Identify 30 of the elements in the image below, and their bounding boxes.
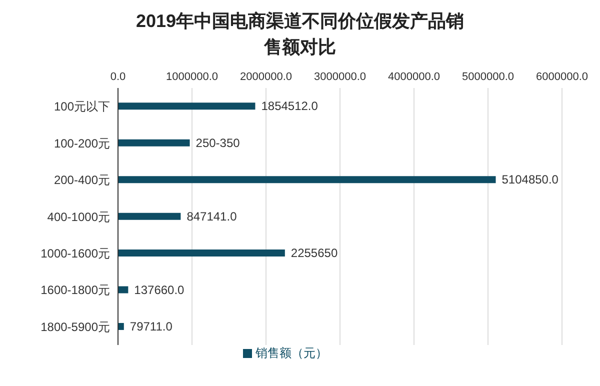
x-tick-label: 0.0 bbox=[110, 71, 126, 83]
y-tick-label: 1000-1600元 bbox=[40, 246, 110, 260]
data-label: 847141.0 bbox=[186, 209, 238, 224]
data-label: 5104850.0 bbox=[502, 172, 559, 187]
bar bbox=[118, 212, 181, 220]
data-label: 2255650 bbox=[290, 246, 338, 260]
y-tick-label: 100-200元 bbox=[54, 136, 110, 150]
bar bbox=[118, 139, 190, 146]
bar bbox=[118, 250, 285, 257]
y-tick-label: 200-400元 bbox=[54, 173, 110, 188]
x-tick-label: 3000000.0 bbox=[314, 71, 366, 83]
x-tick-label: 4000000.0 bbox=[388, 71, 440, 83]
bar bbox=[118, 322, 124, 330]
data-label: 250-350 bbox=[196, 136, 240, 150]
data-label: 79711.0 bbox=[130, 319, 173, 334]
data-label: 137660.0 bbox=[134, 282, 185, 297]
legend-label: 销售额（元） bbox=[256, 346, 328, 360]
bar bbox=[118, 102, 256, 110]
y-tick-label: 1800-5900元 bbox=[40, 320, 110, 334]
y-tick-label: 100元以下 bbox=[54, 100, 110, 114]
chart-title: 2019年中国电商渠道不同价位假发产品销售额对比 bbox=[135, 10, 465, 59]
x-tick-label: 6000000.0 bbox=[536, 71, 588, 83]
data-label: 1854512.0 bbox=[261, 99, 318, 114]
bar bbox=[118, 286, 128, 294]
x-tick-label: 5000000.0 bbox=[462, 71, 514, 83]
y-tick-label: 400-1000元 bbox=[47, 210, 110, 224]
y-tick-label: 1600-1800元 bbox=[40, 283, 110, 298]
x-tick-label: 1000000.0 bbox=[166, 71, 218, 83]
bar bbox=[118, 176, 496, 184]
x-tick-label: 2000000.0 bbox=[240, 71, 292, 83]
